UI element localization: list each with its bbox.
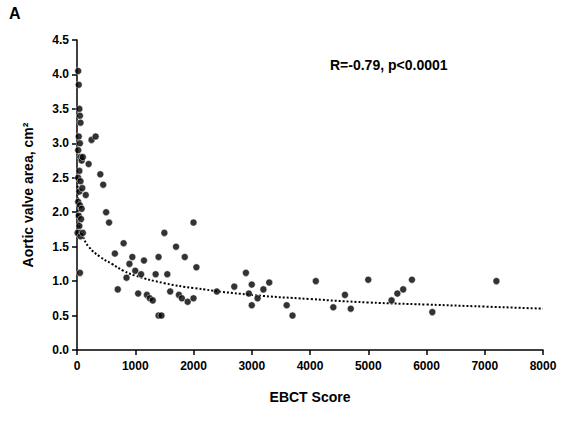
svg-text:0.0: 0.0 [52,343,69,357]
svg-text:3.0: 3.0 [52,136,69,150]
svg-text:0.5: 0.5 [52,309,69,323]
svg-text:2.0: 2.0 [52,205,69,219]
svg-text:EBCT Score: EBCT Score [270,389,351,405]
svg-text:4.0: 4.0 [52,67,69,81]
svg-text:3.5: 3.5 [52,102,69,116]
svg-text:3000: 3000 [238,359,265,373]
svg-text:2.5: 2.5 [52,171,69,185]
svg-text:0: 0 [74,359,81,373]
svg-text:1.0: 1.0 [52,274,69,288]
svg-text:1.5: 1.5 [52,240,69,254]
svg-text:7000: 7000 [471,359,498,373]
svg-text:Aortic valve area, cm²: Aortic valve area, cm² [20,122,36,267]
svg-text:5000: 5000 [355,359,382,373]
svg-text:4.5: 4.5 [52,33,69,47]
svg-text:2000: 2000 [180,359,207,373]
svg-text:A: A [9,5,21,22]
svg-text:4000: 4000 [297,359,324,373]
svg-text:R=-0.79, p<0.0001: R=-0.79, p<0.0001 [330,57,448,73]
svg-text:1000: 1000 [122,359,149,373]
svg-text:6000: 6000 [413,359,440,373]
svg-text:8000: 8000 [530,359,557,373]
